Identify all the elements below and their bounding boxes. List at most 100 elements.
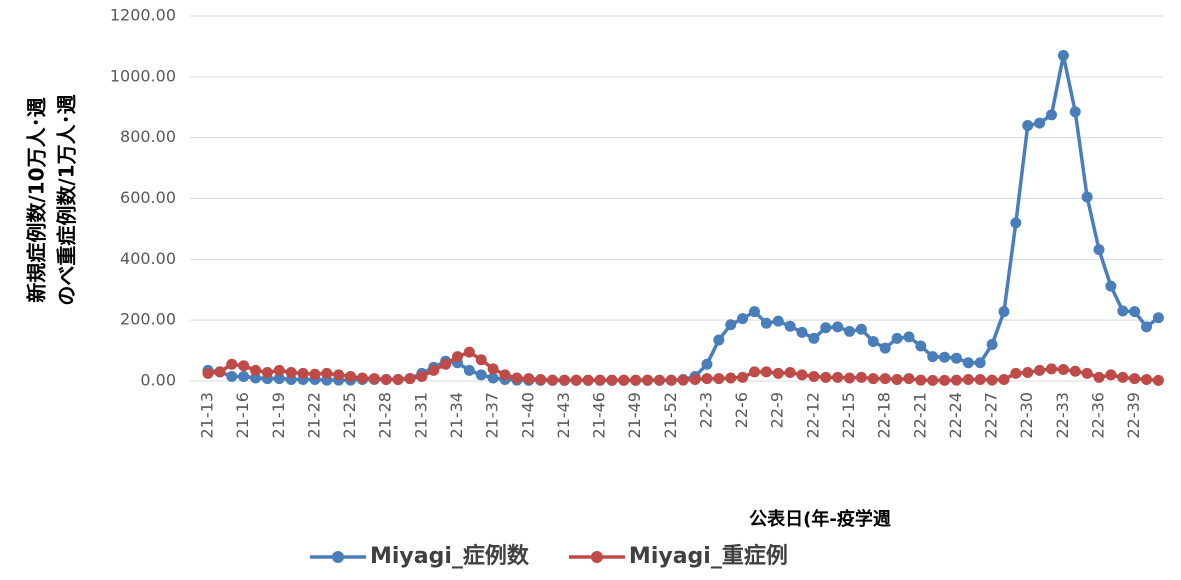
data-point [1069,365,1081,377]
data-point [297,367,309,379]
y-tick-label: 600.00 [120,188,176,207]
data-point [606,374,618,386]
data-point [273,373,285,385]
x-tick-label: 22-30 [1017,392,1036,439]
data-point [570,374,582,386]
data-point [998,373,1010,385]
data-point [487,363,499,375]
data-point [891,332,903,344]
data-point [1034,364,1046,376]
data-point [463,364,475,376]
x-tick-label: 21-31 [411,392,430,439]
data-point [939,374,951,386]
x-tick-label: 22-9 [768,392,787,428]
x-tick-label: 22-3 [696,392,715,428]
data-point [713,334,725,346]
data-point [737,371,749,383]
x-tick-label: 21-43 [554,392,573,439]
x-tick-label: 21-16 [233,392,252,439]
legend-marker [332,551,344,563]
data-point [356,372,368,384]
data-point [547,374,559,386]
data-point [368,373,380,385]
data-point [748,306,760,318]
data-point [950,374,962,386]
x-tick-label: 22-15 [839,392,858,439]
y-tick-label: 800.00 [120,127,176,146]
x-tick-label: 22-24 [946,392,965,439]
x-tick-label: 22-21 [910,392,929,439]
data-point [998,306,1010,318]
data-point [1081,367,1093,379]
legend-label: Miyagi_症例数 [370,543,530,569]
data-point [796,326,808,338]
data-point [380,373,392,385]
data-point [725,372,737,384]
data-point [986,339,998,350]
data-point [630,374,642,386]
data-point [226,358,238,370]
data-point [844,325,856,337]
data-point [238,370,250,382]
x-tick-label: 21-13 [198,392,217,439]
data-point [760,317,772,329]
data-point [392,373,404,385]
data-point [261,366,273,378]
data-point [939,351,951,363]
data-point [903,373,915,385]
data-point [879,342,891,354]
data-point [416,370,428,382]
data-point [582,374,594,386]
data-point [772,315,784,327]
data-point [962,357,974,369]
data-point [1010,367,1022,379]
data-point [962,373,974,385]
data-point [701,358,713,370]
data-point [1010,217,1022,229]
data-point [891,373,903,385]
data-point [273,364,285,376]
data-point [1141,321,1153,333]
data-point [820,371,832,383]
data-point [879,373,891,385]
data-point [1034,117,1046,129]
data-point [808,332,820,344]
data-point [285,366,297,378]
data-point [713,373,725,385]
data-point [1117,371,1129,383]
data-point [974,373,986,385]
data-point [1045,109,1057,121]
data-point [784,320,796,332]
data-point [725,319,737,331]
data-point [665,374,677,386]
data-point [903,331,915,343]
data-point [250,372,262,384]
x-tick-label: 21-34 [447,392,466,439]
x-tick-label: 21-22 [304,392,323,439]
data-point [1117,305,1129,317]
x-axis-label: 公表日(年-疫学週 [749,508,891,530]
data-point [594,374,606,386]
data-point [475,354,487,366]
data-point [487,372,499,384]
data-point [214,366,226,378]
data-point [535,373,547,385]
data-point [226,370,238,382]
data-point [808,370,820,382]
x-tick-label: 21-49 [625,392,644,439]
data-point [1105,280,1117,292]
data-point [1069,106,1081,118]
data-point [558,374,570,386]
data-point [1152,312,1164,324]
data-point [915,340,927,352]
data-point [463,346,475,358]
data-point [499,369,511,381]
data-point [737,313,749,325]
data-point [1105,369,1117,381]
data-point [475,369,487,381]
data-point [772,367,784,379]
data-point [250,364,262,376]
data-point [974,357,986,369]
data-point [950,352,962,364]
